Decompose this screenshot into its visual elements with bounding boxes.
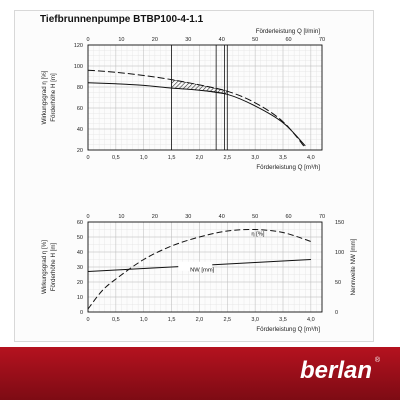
x-tick-label-bottom: 0,5 xyxy=(112,155,120,161)
series-curve-secondary xyxy=(87,82,306,147)
x-tick-label-bottom: 3,5 xyxy=(279,155,287,161)
x-tick-label-top: 0 xyxy=(86,37,89,43)
y-tick-label: 80 xyxy=(77,85,83,91)
y-tick-label: 20 xyxy=(77,148,83,154)
y-tick-label-right: 0 xyxy=(335,310,338,316)
x-tick-label-bottom: 2,0 xyxy=(196,317,204,323)
y-axis-label-head: Förderhöhe H [m] xyxy=(50,242,57,291)
x-tick-label-top: 70 xyxy=(319,37,325,43)
berlan-logo: berlan xyxy=(299,357,372,384)
series-curve-primary xyxy=(87,69,306,149)
y-tick-label-right: 150 xyxy=(335,220,344,226)
series-curve-primary xyxy=(87,228,312,310)
x-tick-label-bottom: 4,0 xyxy=(307,155,315,161)
x-tick-label-bottom: 1,0 xyxy=(140,155,148,161)
x-tick-label-bottom: 1,5 xyxy=(168,155,176,161)
chart-title: Tiefbrunnenpumpe BTBP100-4-1.1 xyxy=(40,14,204,25)
y-axis-label-head: Förderhöhe H [m] xyxy=(50,73,57,122)
x-tick-label-bottom: 2,5 xyxy=(223,155,231,161)
annotation-nw-bg xyxy=(178,261,213,271)
y-tick-label: 60 xyxy=(77,106,83,112)
x-tick-label-bottom: 3,0 xyxy=(251,155,259,161)
y-tick-label-right: 50 xyxy=(335,280,341,286)
x-tick-label-bottom: 0 xyxy=(86,317,89,323)
x-tick-label-top: 70 xyxy=(319,214,325,220)
y-tick-label: 50 xyxy=(77,235,83,241)
x-tick-label-top: 0 xyxy=(86,214,89,220)
y-tick-label: 100 xyxy=(74,64,83,70)
plot-frame xyxy=(87,221,323,313)
x-axis-label-top: Förderleistung Q [l/min] xyxy=(256,28,321,35)
x-tick-label-top: 30 xyxy=(185,214,191,220)
x-tick-label-top: 20 xyxy=(152,214,158,220)
x-tick-label-top: 60 xyxy=(286,214,292,220)
x-tick-label-top: 40 xyxy=(219,37,225,43)
x-tick-label-bottom: 3,5 xyxy=(279,317,287,323)
y-tick-label: 20 xyxy=(77,280,83,286)
x-tick-label-top: 10 xyxy=(118,37,124,43)
x-tick-label-bottom: 4,0 xyxy=(307,317,315,323)
y-tick-label: 120 xyxy=(74,43,83,49)
y-tick-label: 40 xyxy=(77,250,83,256)
footer-band xyxy=(0,347,400,400)
x-tick-label-bottom: 0 xyxy=(86,155,89,161)
plot-frame xyxy=(87,44,323,151)
x-tick-label-bottom: 1,0 xyxy=(140,317,148,323)
x-tick-label-bottom: 0,5 xyxy=(112,317,120,323)
x-tick-label-bottom: 2,0 xyxy=(196,155,204,161)
x-tick-label-top: 30 xyxy=(185,37,191,43)
x-tick-label-top: 60 xyxy=(286,37,292,43)
y-tick-label: 0 xyxy=(80,310,83,316)
y-axis-label-right: Nennweite NW [mm] xyxy=(350,238,357,295)
x-tick-label-top: 50 xyxy=(252,214,258,220)
y-tick-label: 60 xyxy=(77,220,83,226)
annotation-efficiency: η [%] xyxy=(251,232,265,238)
x-tick-label-bottom: 3,0 xyxy=(251,317,259,323)
x-tick-label-bottom: 2,5 xyxy=(223,317,231,323)
x-tick-label-top: 50 xyxy=(252,37,258,43)
x-tick-label-top: 40 xyxy=(219,214,225,220)
y-tick-label: 10 xyxy=(77,295,83,301)
annotation-nominal-width: NW [mm] xyxy=(190,268,215,274)
x-axis-label-bottom: Förderleistung Q [m³/h] xyxy=(256,326,320,333)
y-axis-label-efficiency: Wirkungsgrad η [%] xyxy=(41,240,48,294)
x-tick-label-bottom: 1,5 xyxy=(168,317,176,323)
chart-bottom: η [%] NW [mm] xyxy=(87,221,323,313)
chart-top xyxy=(87,44,323,151)
y-tick-label: 30 xyxy=(77,265,83,271)
x-axis-label-bottom: Förderleistung Q [m³/h] xyxy=(256,164,320,171)
y-tick-label-right: 100 xyxy=(335,250,344,256)
y-tick-label: 40 xyxy=(77,127,83,133)
registered-mark: ® xyxy=(374,357,380,364)
y-axis-label-efficiency: Wirkungsgrad η [%] xyxy=(41,70,48,124)
x-tick-label-top: 20 xyxy=(152,37,158,43)
x-tick-label-top: 10 xyxy=(118,214,124,220)
